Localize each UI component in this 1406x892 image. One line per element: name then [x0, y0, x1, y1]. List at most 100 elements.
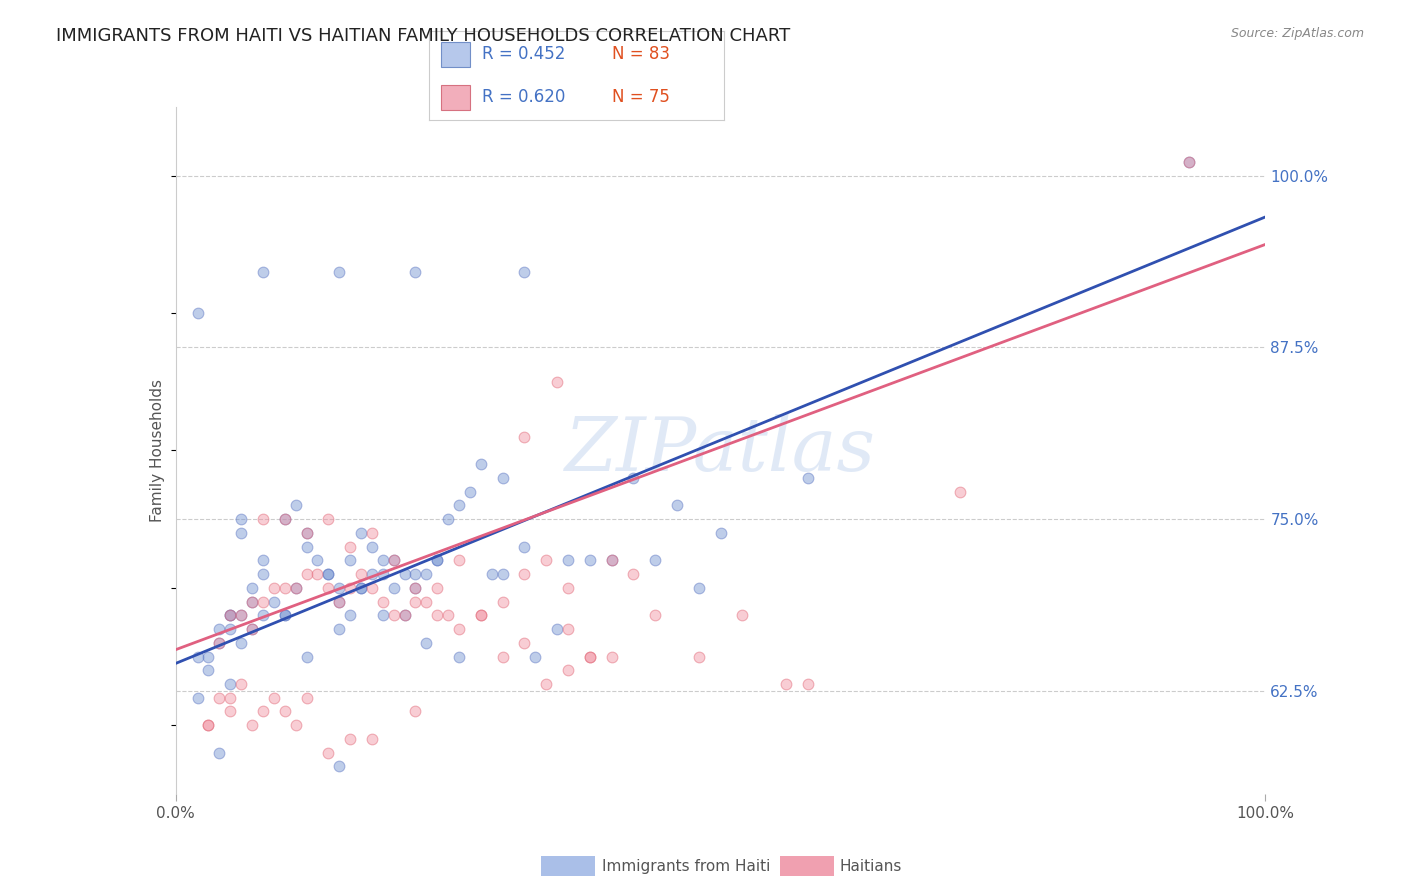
Point: [382, 581, 405, 595]
Point: [731, 608, 754, 623]
Point: [263, 581, 285, 595]
Point: [231, 677, 253, 691]
Text: R = 0.620: R = 0.620: [482, 88, 565, 106]
Point: [231, 608, 253, 623]
Point: [534, 553, 557, 567]
Point: [470, 608, 492, 623]
Point: [513, 265, 536, 279]
Point: [524, 649, 547, 664]
Point: [307, 553, 329, 567]
Point: [382, 608, 405, 623]
Point: [240, 718, 263, 732]
Point: [513, 636, 536, 650]
Point: [328, 594, 350, 608]
Point: [240, 622, 263, 636]
Point: [546, 375, 568, 389]
Point: [415, 594, 437, 608]
Point: [350, 567, 373, 582]
FancyBboxPatch shape: [440, 42, 470, 67]
Text: N = 83: N = 83: [612, 45, 669, 63]
Point: [240, 594, 263, 608]
Text: R = 0.452: R = 0.452: [482, 45, 565, 63]
Point: [382, 553, 405, 567]
Point: [394, 608, 416, 623]
Point: [350, 525, 373, 540]
Point: [252, 512, 274, 526]
Point: [405, 265, 427, 279]
Point: [415, 567, 437, 582]
Point: [252, 608, 274, 623]
Point: [426, 608, 449, 623]
Point: [231, 636, 253, 650]
Point: [405, 594, 427, 608]
Point: [371, 608, 394, 623]
Point: [557, 581, 579, 595]
Point: [666, 499, 689, 513]
Point: [405, 581, 427, 595]
Point: [318, 567, 340, 582]
Point: [274, 512, 297, 526]
Point: [437, 512, 460, 526]
Point: [219, 622, 242, 636]
Point: [219, 608, 242, 623]
Point: [447, 622, 470, 636]
Point: [295, 540, 318, 554]
Point: [797, 471, 820, 485]
Point: [481, 567, 503, 582]
Point: [361, 567, 384, 582]
Point: [252, 594, 274, 608]
Point: [797, 677, 820, 691]
Point: [394, 567, 416, 582]
Point: [186, 649, 209, 664]
Point: [295, 690, 318, 705]
Point: [274, 608, 297, 623]
Point: [447, 553, 470, 567]
Point: [186, 690, 209, 705]
Point: [328, 759, 350, 773]
Point: [274, 608, 297, 623]
Point: [600, 553, 623, 567]
Point: [557, 553, 579, 567]
Point: [361, 731, 384, 746]
Point: [350, 581, 373, 595]
Point: [240, 594, 263, 608]
Text: Immigrants from Haiti: Immigrants from Haiti: [602, 859, 770, 873]
Point: [426, 581, 449, 595]
Point: [219, 690, 242, 705]
Text: IMMIGRANTS FROM HAITI VS HAITIAN FAMILY HOUSEHOLDS CORRELATION CHART: IMMIGRANTS FROM HAITI VS HAITIAN FAMILY …: [56, 27, 790, 45]
Point: [263, 594, 285, 608]
Point: [534, 677, 557, 691]
Point: [492, 649, 515, 664]
Point: [252, 567, 274, 582]
Point: [219, 677, 242, 691]
Point: [231, 608, 253, 623]
Text: N = 75: N = 75: [612, 88, 669, 106]
Point: [197, 663, 219, 677]
Point: [318, 567, 340, 582]
Point: [405, 581, 427, 595]
Point: [1178, 155, 1201, 169]
Point: [579, 649, 602, 664]
Point: [339, 581, 361, 595]
Point: [197, 718, 219, 732]
Point: [231, 512, 253, 526]
Point: [644, 608, 666, 623]
Point: [371, 594, 394, 608]
Point: [394, 608, 416, 623]
Point: [513, 540, 536, 554]
Point: [219, 608, 242, 623]
Point: [274, 705, 297, 719]
Point: [295, 649, 318, 664]
Point: [470, 608, 492, 623]
Point: [458, 484, 481, 499]
Point: [328, 594, 350, 608]
Point: [688, 581, 710, 595]
Point: [284, 581, 307, 595]
Point: [318, 512, 340, 526]
Point: [405, 567, 427, 582]
Y-axis label: Family Households: Family Households: [150, 379, 166, 522]
Point: [621, 567, 644, 582]
Point: [382, 553, 405, 567]
Point: [688, 649, 710, 664]
Point: [579, 553, 602, 567]
